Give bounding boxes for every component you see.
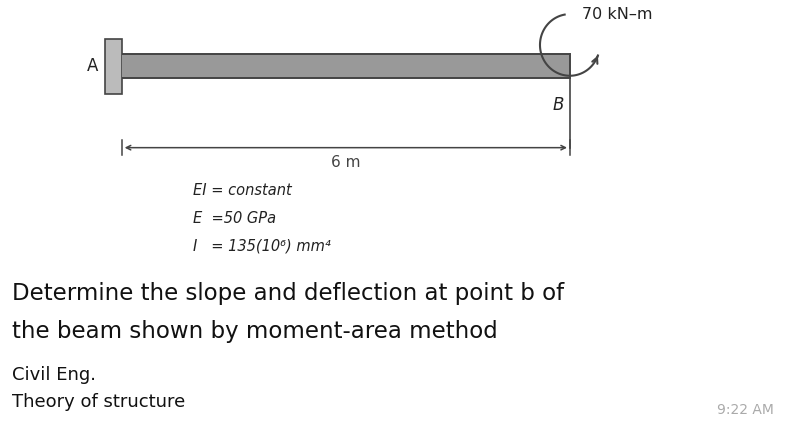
Text: Civil Eng.: Civil Eng. (12, 366, 96, 383)
Text: Theory of structure: Theory of structure (12, 393, 185, 411)
Text: I   = 135(10⁶) mm⁴: I = 135(10⁶) mm⁴ (193, 238, 330, 254)
Text: Determine the slope and deflection at point b of: Determine the slope and deflection at po… (12, 282, 564, 305)
Text: the beam shown by moment-area method: the beam shown by moment-area method (12, 320, 498, 343)
Text: B: B (553, 96, 564, 114)
Bar (105, 39, 122, 94)
Text: EI = constant: EI = constant (193, 183, 292, 198)
Text: 6 m: 6 m (331, 155, 361, 170)
Text: A: A (87, 57, 98, 75)
Text: 9:22 AM: 9:22 AM (718, 403, 774, 417)
Bar (122, 54, 570, 78)
Text: 70 kN–m: 70 kN–m (582, 7, 652, 23)
Text: E  =50 GPa: E =50 GPa (193, 211, 276, 226)
